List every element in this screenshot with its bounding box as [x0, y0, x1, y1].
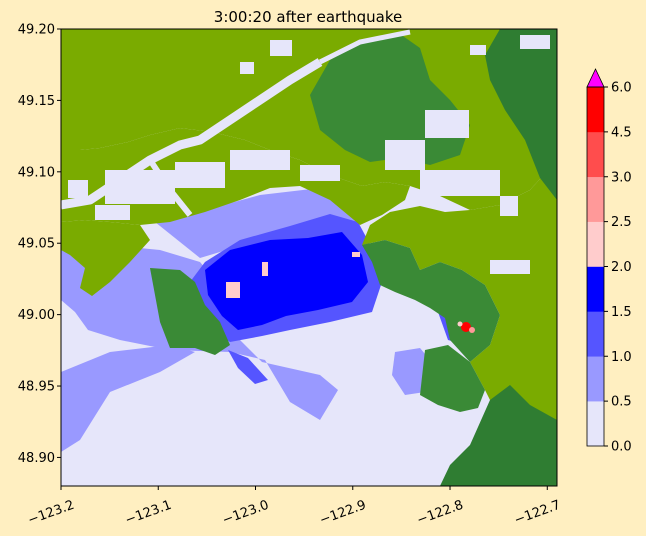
- land-lowland-right: [362, 160, 557, 460]
- colorbar-tick-label: 2.5: [611, 215, 632, 230]
- y-tick-label: 48.95: [18, 380, 55, 395]
- chart-title: 3:00:20 after earthquake: [214, 8, 402, 26]
- land-lowland: [61, 220, 150, 296]
- colorbar-segment: [587, 131, 604, 178]
- inundation-band-0.5-1: [61, 345, 195, 452]
- colorbar-tick-label: 6.0: [611, 81, 632, 96]
- y-axis: 48.90 48.95 49.00 49.05 49.10 49.15 49.20: [18, 23, 61, 466]
- inundation-peak: [469, 327, 475, 333]
- y-tick-label: 49.20: [18, 23, 55, 38]
- colorbar-segment: [587, 221, 604, 267]
- colorbar-tick-label: 1.5: [611, 305, 632, 320]
- colorbar-segment: [587, 311, 604, 357]
- inundation-band-2-2.5: [262, 262, 268, 276]
- colorbar-tick-label: 3.0: [611, 170, 632, 185]
- land-upland: [420, 345, 485, 412]
- colorbar-extend-arrow: [586, 68, 605, 88]
- map-frame: [60, 28, 558, 487]
- colorbar-segment: [587, 356, 604, 402]
- land-upland: [150, 268, 230, 355]
- colorbar-segment: [587, 176, 604, 222]
- colorbar-tick-label: 0.5: [611, 395, 632, 410]
- inundation-band-2-2.5: [226, 282, 240, 298]
- land-upland: [485, 29, 557, 200]
- x-tick-label: −123.1: [123, 498, 173, 529]
- land-upland: [440, 385, 557, 486]
- x-tick-label: −122.7: [512, 498, 562, 529]
- inundation-band-1-1.5: [228, 350, 268, 384]
- colorbar-tick-label: 0.0: [611, 440, 632, 455]
- inundation-band-2-2.5: [352, 252, 360, 257]
- colorbar-segment: [587, 266, 604, 312]
- urban-areas: [68, 35, 550, 274]
- inundation-band-1.5-2: [205, 232, 368, 330]
- inundation-peak: [457, 321, 463, 327]
- x-tick-label: −123.0: [221, 498, 271, 529]
- colorbar-tick-label: 1.0: [611, 350, 632, 365]
- river: [318, 29, 411, 65]
- map-plot-area: [61, 29, 557, 486]
- y-tick-label: 49.15: [18, 94, 55, 109]
- land-lowland: [61, 29, 557, 210]
- colorbar-segment: [587, 87, 604, 133]
- y-tick-label: 49.00: [18, 308, 55, 323]
- colorbar-tick-label: 2.0: [611, 260, 632, 275]
- x-tick-label: −122.8: [415, 498, 465, 529]
- x-tick-label: −122.9: [318, 498, 368, 529]
- y-tick-label: 49.05: [18, 237, 55, 252]
- inundation-peak: [461, 322, 471, 332]
- colorbar: 0.0 0.5 1.0 1.5 2.0 2.5 3.0 4.5 6.0: [586, 68, 632, 455]
- colorbar-tick-label: 4.5: [611, 125, 632, 140]
- inundation-band-0.5-1: [155, 188, 370, 258]
- y-tick-label: 49.10: [18, 165, 55, 180]
- y-tick-label: 48.90: [18, 451, 55, 466]
- x-tick-label: −123.2: [26, 498, 76, 529]
- colorbar-segment: [587, 401, 604, 447]
- x-axis: −123.2 −123.1 −123.0 −122.9 −122.8 −122.7: [26, 486, 563, 528]
